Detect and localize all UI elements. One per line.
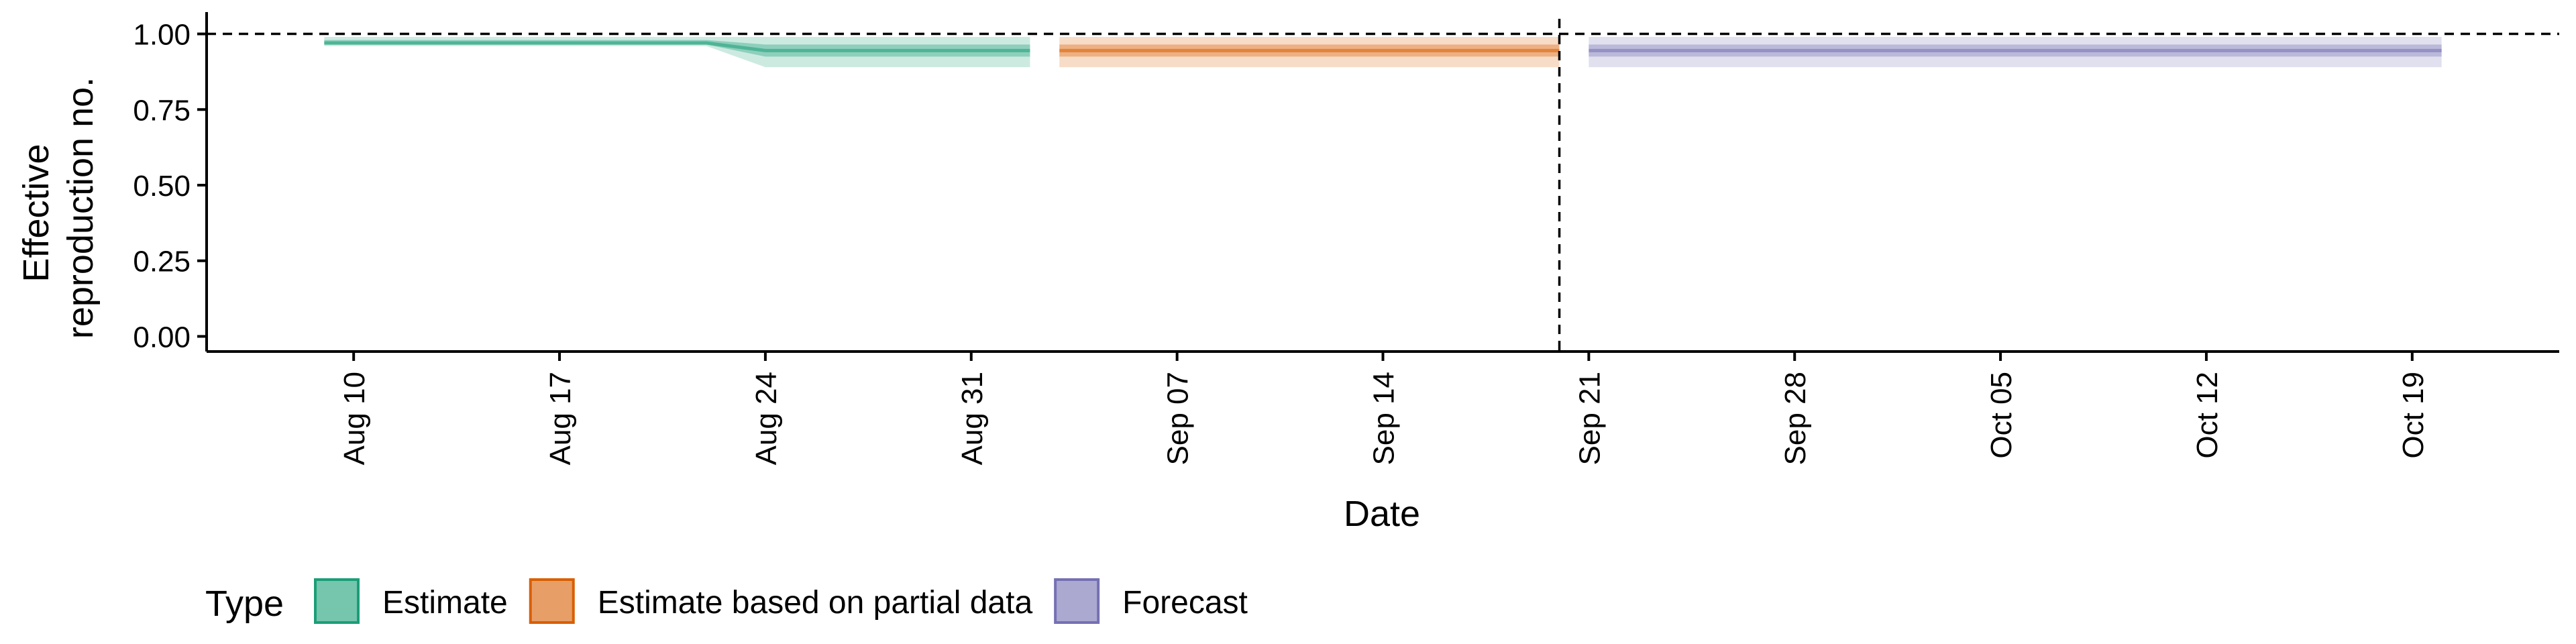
reference-lines	[207, 19, 2559, 352]
legend-swatch-estimate-based-on-partial-data	[529, 578, 575, 624]
x-tick-label: Aug 31	[956, 372, 989, 465]
y-axis-title: Effective reproduction no.	[16, 77, 101, 339]
x-tick-label: Oct 12	[2191, 372, 2224, 459]
y-axis-title-line-2: reproduction no.	[60, 77, 101, 339]
x-tick-label: Sep 21	[1573, 372, 1606, 465]
legend: Type Estimate Estimate based on partial d…	[205, 578, 1248, 624]
x-tick-label: Sep 28	[1779, 372, 1812, 465]
x-tick-label: Sep 14	[1368, 372, 1401, 465]
legend-label-estimate: Estimate	[382, 585, 508, 621]
legend-swatch-estimate	[314, 578, 360, 624]
x-tick-label: Aug 24	[750, 372, 783, 465]
y-tick-label: 0.75	[133, 94, 191, 127]
y-axis-ticks: 0.00 0.25 0.50 0.75 1.00	[133, 19, 207, 354]
x-tick-label: Sep 07	[1162, 372, 1195, 465]
y-tick-label: 0.00	[133, 321, 191, 354]
median-layer	[324, 41, 2442, 52]
x-axis-ticks: Aug 10 Aug 17 Aug 24 Aug 31 Sep 07 Sep 14 Sep …	[338, 352, 2430, 465]
y-tick-label: 0.50	[133, 170, 191, 203]
x-tick-label: Aug 10	[338, 372, 371, 465]
legend-items: Estimate Estimate based on partial data Fo…	[314, 578, 1248, 624]
x-tick-label: Aug 17	[544, 372, 577, 465]
x-tick-label: Oct 05	[1985, 372, 2018, 459]
y-axis-title-line-1: Effective	[16, 144, 56, 282]
y-tick-label: 1.00	[133, 19, 191, 52]
median-line-estimate	[324, 41, 1030, 52]
legend-title: Type	[205, 584, 284, 624]
legend-swatch-forecast	[1054, 578, 1100, 624]
x-tick-label: Oct 19	[2397, 372, 2430, 459]
legend-label-forecast: Forecast	[1122, 585, 1248, 621]
x-axis-title: Date	[1344, 494, 1420, 534]
legend-label-estimate-based-on-partial-data: Estimate based on partial data	[598, 585, 1033, 621]
y-tick-label: 0.25	[133, 246, 191, 278]
